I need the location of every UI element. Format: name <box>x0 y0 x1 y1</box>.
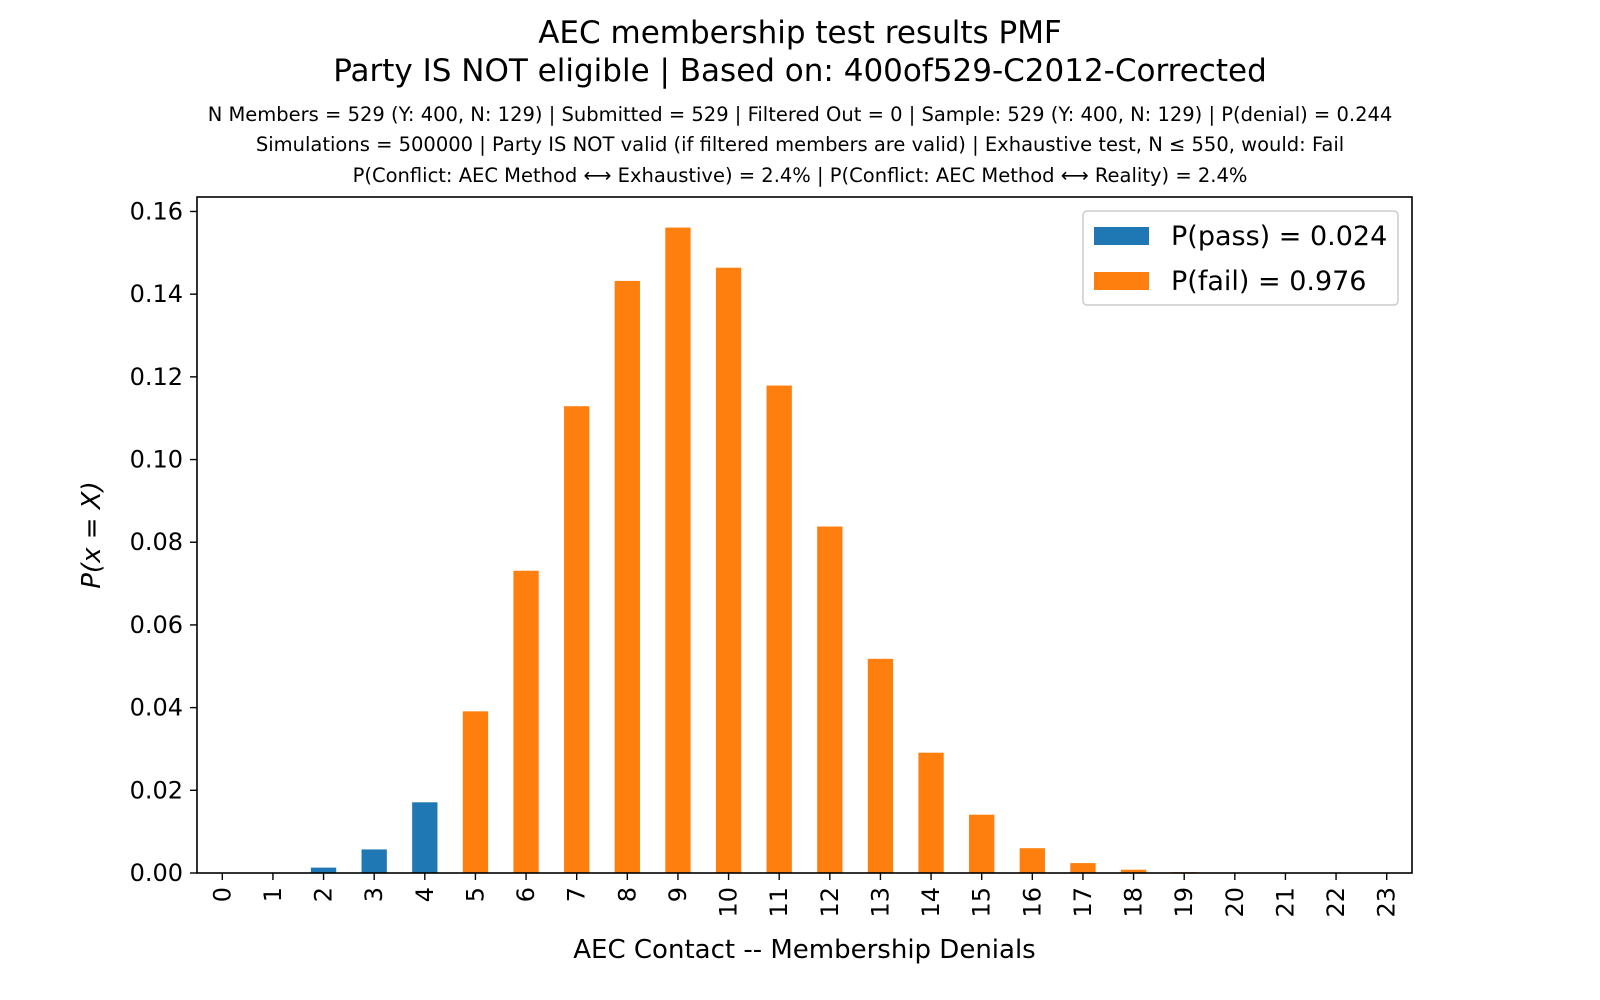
x-tick-label: 0 <box>208 887 236 902</box>
fail-bar-5 <box>462 711 489 873</box>
plot-frame <box>196 196 1413 874</box>
info-line-simulations: Simulations = 500000 | Party IS NOT vali… <box>255 133 1345 156</box>
info-line-conflict: P(Conflict: AEC Method ⟷ Exhaustive) = 2… <box>352 164 1248 187</box>
fail-bar-15 <box>969 814 995 873</box>
x-tick-label: 7 <box>563 887 591 902</box>
x-tick-label: 4 <box>411 887 439 902</box>
y-tick-label: 0.10 <box>130 446 183 474</box>
legend: P(pass) = 0.024 P(fail) = 0.976 <box>1082 210 1399 306</box>
chart-title: AEC membership test results PMF <box>538 15 1062 51</box>
x-tick-label: 9 <box>664 887 692 902</box>
chart-subtitle: Party IS NOT eligible | Based on: 400of5… <box>333 53 1267 89</box>
x-tick-label: 3 <box>360 887 388 902</box>
y-tick-label: 0.14 <box>130 280 183 308</box>
fail-bar-6 <box>513 570 539 873</box>
x-tick-label: 20 <box>1221 887 1249 918</box>
fail-bar-9 <box>665 227 691 874</box>
y-tick-label: 0.16 <box>130 197 183 225</box>
x-axis-ticks: 0 1 2 3 4 5 6 7 8 9 10 11 12 13 14 15 16 17 18 19 20 21 22 23 <box>208 873 1401 918</box>
x-tick-label: 21 <box>1271 887 1299 918</box>
bars-layer <box>260 227 1248 874</box>
y-tick-label: 0.12 <box>130 363 183 391</box>
y-tick-label: 0.06 <box>130 611 183 639</box>
fail-bar-18 <box>1120 869 1147 873</box>
y-tick-label: 0.02 <box>130 776 183 804</box>
fail-bar-11 <box>766 385 792 873</box>
fail-bar-12 <box>817 526 843 873</box>
fail-bar-13 <box>867 658 894 873</box>
pass-bar-4 <box>412 802 438 873</box>
x-tick-label: 22 <box>1322 887 1350 918</box>
y-axis-title: P(x = X) <box>77 481 107 588</box>
x-tick-label: 8 <box>613 887 641 902</box>
fail-bar-7 <box>564 406 590 873</box>
x-tick-label: 10 <box>715 887 743 918</box>
x-tick-label: 18 <box>1120 887 1148 918</box>
legend-pass-label: P(pass) = 0.024 <box>1171 221 1387 252</box>
x-tick-label: 12 <box>816 887 844 918</box>
y-tick-label: 0.00 <box>130 859 183 887</box>
y-tick-label: 0.04 <box>130 694 183 722</box>
x-tick-label: 5 <box>461 887 489 902</box>
legend-pass-swatch <box>1094 227 1149 245</box>
x-tick-label: 23 <box>1373 887 1401 918</box>
x-tick-label: 16 <box>1018 887 1046 918</box>
legend-box <box>1082 210 1399 306</box>
fail-bar-8 <box>614 280 640 873</box>
x-tick-label: 2 <box>310 887 338 902</box>
pass-bar-3 <box>361 849 387 873</box>
x-tick-label: 17 <box>1069 887 1097 918</box>
info-line-members: N Members = 529 (Y: 400, N: 129) | Submi… <box>207 103 1393 126</box>
fail-bar-17 <box>1070 863 1096 873</box>
x-tick-label: 11 <box>765 887 793 918</box>
x-axis-title: AEC Contact -- Membership Denials <box>573 935 1035 965</box>
y-tick-label: 0.08 <box>130 528 183 556</box>
fail-bar-10 <box>715 267 742 873</box>
fail-bar-16 <box>1019 848 1045 873</box>
x-tick-label: 14 <box>917 887 945 918</box>
fail-bar-14 <box>918 752 944 873</box>
legend-fail-swatch <box>1094 272 1149 290</box>
pass-bar-2 <box>310 867 337 873</box>
x-tick-label: 19 <box>1170 887 1198 918</box>
x-tick-label: 1 <box>259 887 287 902</box>
x-tick-label: 6 <box>512 887 540 902</box>
x-tick-label: 13 <box>866 887 894 918</box>
x-tick-label: 15 <box>968 887 996 918</box>
legend-fail-label: P(fail) = 0.976 <box>1171 266 1367 297</box>
y-axis-ticks: 0.00 0.02 0.04 0.06 0.08 0.10 0.12 0.14 0.16 <box>130 197 197 887</box>
